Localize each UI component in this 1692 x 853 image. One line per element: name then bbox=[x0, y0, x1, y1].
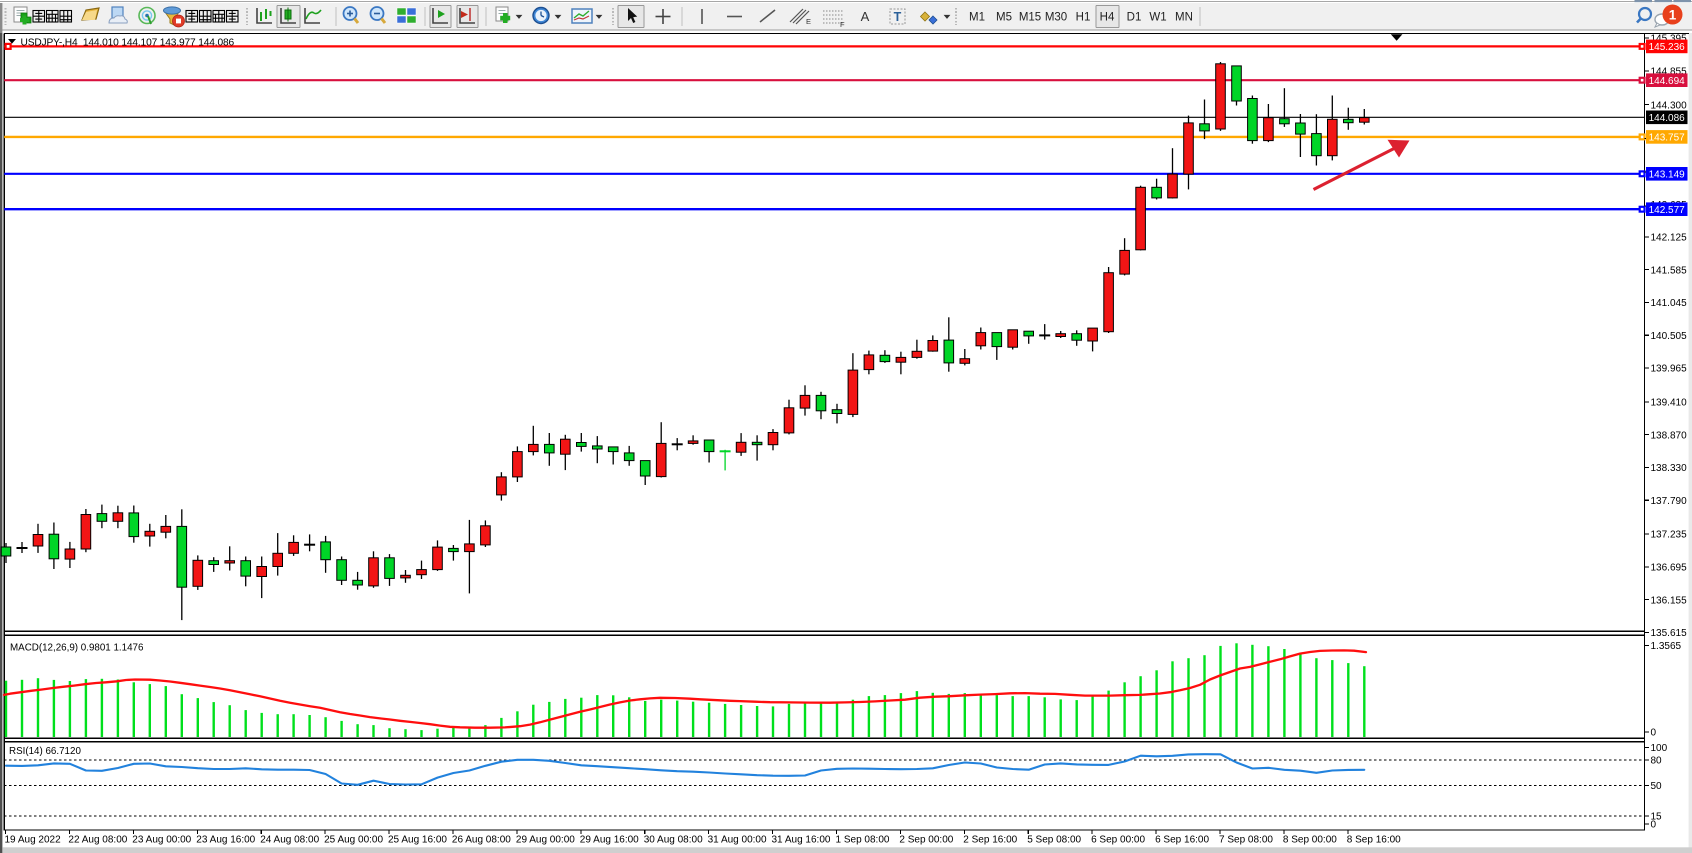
svg-text:D1: D1 bbox=[1127, 12, 1142, 24]
svg-text:USDJPY-,H4 144.010 144.107 14: USDJPY-,H4 144.010 144.107 143.977 144.0… bbox=[21, 37, 235, 48]
svg-text:135.615: 135.615 bbox=[1651, 628, 1688, 639]
svg-text:1.3565: 1.3565 bbox=[1651, 641, 1682, 652]
svg-text:8 Sep 16:00: 8 Sep 16:00 bbox=[1347, 834, 1401, 845]
svg-text:19 Aug 2022: 19 Aug 2022 bbox=[5, 834, 62, 845]
svg-text:25 Aug 16:00: 25 Aug 16:00 bbox=[388, 834, 447, 845]
svg-text:MN: MN bbox=[1175, 12, 1193, 24]
svg-text:137.235: 137.235 bbox=[1651, 530, 1688, 541]
svg-text:W1: W1 bbox=[1149, 12, 1166, 24]
svg-text:M30: M30 bbox=[1045, 12, 1067, 24]
svg-text:M15: M15 bbox=[1019, 12, 1041, 24]
svg-text:15: 15 bbox=[1651, 812, 1663, 823]
svg-text:144.694: 144.694 bbox=[1649, 76, 1686, 87]
svg-text:2 Sep 00:00: 2 Sep 00:00 bbox=[899, 834, 953, 845]
svg-text:25 Aug 00:00: 25 Aug 00:00 bbox=[324, 834, 383, 845]
svg-text:6 Sep 00:00: 6 Sep 00:00 bbox=[1091, 834, 1145, 845]
svg-text:29 Aug 16:00: 29 Aug 16:00 bbox=[580, 834, 639, 845]
svg-text:6 Sep 16:00: 6 Sep 16:00 bbox=[1155, 834, 1209, 845]
svg-text:7 Sep 08:00: 7 Sep 08:00 bbox=[1219, 834, 1273, 845]
svg-text:RSI(14) 66.7120: RSI(14) 66.7120 bbox=[9, 746, 81, 757]
svg-text:140.505: 140.505 bbox=[1651, 331, 1688, 342]
svg-text:H4: H4 bbox=[1100, 12, 1115, 24]
svg-text:139.410: 139.410 bbox=[1651, 398, 1688, 409]
svg-text:100: 100 bbox=[1651, 743, 1668, 754]
svg-text:144.855: 144.855 bbox=[1651, 67, 1688, 78]
svg-text:138.870: 138.870 bbox=[1651, 430, 1688, 441]
svg-text:142.125: 142.125 bbox=[1651, 233, 1688, 244]
svg-text:H1: H1 bbox=[1076, 12, 1091, 24]
svg-text:136.155: 136.155 bbox=[1651, 595, 1688, 606]
svg-text:1: 1 bbox=[1669, 8, 1677, 23]
svg-text:T: T bbox=[894, 10, 902, 24]
svg-text:31 Aug 16:00: 31 Aug 16:00 bbox=[772, 834, 831, 845]
svg-text:MACD(12,26,9) 0.9801 1.1476: MACD(12,26,9) 0.9801 1.1476 bbox=[10, 642, 144, 653]
svg-text:143.757: 143.757 bbox=[1649, 133, 1686, 144]
svg-text:136.695: 136.695 bbox=[1651, 563, 1688, 574]
svg-text:30 Aug 08:00: 30 Aug 08:00 bbox=[644, 834, 703, 845]
svg-text:23 Aug 00:00: 23 Aug 00:00 bbox=[132, 834, 191, 845]
svg-text:23 Aug 16:00: 23 Aug 16:00 bbox=[196, 834, 255, 845]
svg-text:1 Sep 08:00: 1 Sep 08:00 bbox=[836, 834, 890, 845]
svg-text:29 Aug 00:00: 29 Aug 00:00 bbox=[516, 834, 575, 845]
svg-text:141.045: 141.045 bbox=[1651, 298, 1688, 309]
svg-text:31 Aug 00:00: 31 Aug 00:00 bbox=[708, 834, 767, 845]
svg-text:26 Aug 08:00: 26 Aug 08:00 bbox=[452, 834, 511, 845]
svg-text:142.577: 142.577 bbox=[1649, 205, 1686, 216]
svg-text:M5: M5 bbox=[996, 12, 1012, 24]
svg-text:A: A bbox=[861, 9, 870, 24]
svg-text:145.395: 145.395 bbox=[1651, 34, 1688, 45]
svg-text:138.330: 138.330 bbox=[1651, 463, 1688, 474]
svg-text:E: E bbox=[806, 17, 811, 26]
svg-text:F: F bbox=[840, 20, 845, 29]
svg-text:22 Aug 08:00: 22 Aug 08:00 bbox=[68, 834, 127, 845]
svg-text:144.086: 144.086 bbox=[1649, 113, 1686, 124]
svg-text:M1: M1 bbox=[969, 12, 985, 24]
svg-text:143.149: 143.149 bbox=[1649, 170, 1686, 181]
svg-text:137.790: 137.790 bbox=[1651, 496, 1688, 507]
svg-text:50: 50 bbox=[1651, 781, 1663, 792]
svg-text:139.965: 139.965 bbox=[1651, 364, 1688, 375]
svg-text:144.300: 144.300 bbox=[1651, 100, 1688, 111]
svg-text:0: 0 bbox=[1651, 728, 1657, 739]
svg-text:141.585: 141.585 bbox=[1651, 265, 1688, 276]
svg-text:24 Aug 08:00: 24 Aug 08:00 bbox=[260, 834, 319, 845]
svg-text:80: 80 bbox=[1651, 756, 1663, 767]
svg-text:2 Sep 16:00: 2 Sep 16:00 bbox=[963, 834, 1017, 845]
svg-text:5 Sep 08:00: 5 Sep 08:00 bbox=[1027, 834, 1081, 845]
svg-text:8 Sep 00:00: 8 Sep 00:00 bbox=[1283, 834, 1337, 845]
svg-text:0: 0 bbox=[1651, 820, 1657, 831]
svg-text:145.236: 145.236 bbox=[1649, 42, 1686, 53]
